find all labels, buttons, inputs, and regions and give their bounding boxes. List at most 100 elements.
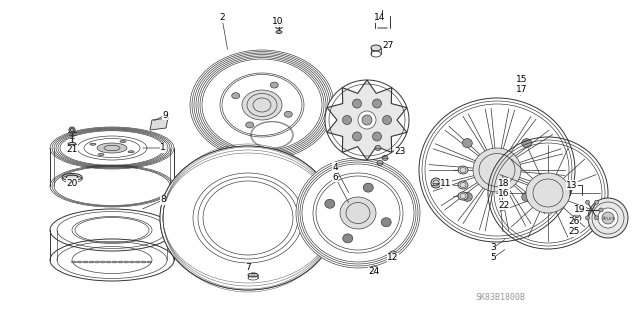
Circle shape [389, 251, 397, 259]
Text: 23: 23 [394, 147, 406, 157]
Text: 20: 20 [67, 179, 77, 188]
Ellipse shape [220, 73, 304, 137]
Text: 9: 9 [162, 110, 168, 120]
Circle shape [372, 99, 381, 108]
Text: 10: 10 [272, 18, 284, 26]
Ellipse shape [382, 155, 388, 160]
Ellipse shape [248, 273, 258, 277]
Circle shape [599, 208, 603, 212]
Ellipse shape [381, 218, 391, 227]
Ellipse shape [83, 261, 88, 263]
Text: 22: 22 [499, 201, 509, 210]
Circle shape [586, 216, 589, 220]
Ellipse shape [90, 143, 96, 145]
Ellipse shape [246, 122, 253, 128]
Text: 7: 7 [245, 263, 251, 272]
Ellipse shape [97, 143, 127, 153]
Ellipse shape [375, 145, 381, 151]
Ellipse shape [313, 173, 403, 253]
Text: 14: 14 [374, 13, 386, 23]
Ellipse shape [118, 261, 123, 263]
Ellipse shape [276, 31, 282, 33]
Ellipse shape [325, 80, 409, 160]
Text: 12: 12 [387, 254, 399, 263]
Text: 2: 2 [219, 13, 225, 23]
Ellipse shape [135, 261, 140, 263]
Ellipse shape [522, 139, 532, 148]
Ellipse shape [462, 192, 472, 201]
Circle shape [353, 99, 362, 108]
Text: 8: 8 [160, 196, 166, 204]
Ellipse shape [100, 261, 106, 263]
Ellipse shape [129, 261, 134, 263]
Ellipse shape [340, 197, 376, 229]
Ellipse shape [364, 183, 373, 192]
Ellipse shape [84, 138, 140, 158]
Ellipse shape [242, 90, 282, 120]
Text: 25: 25 [568, 227, 580, 236]
Text: 17: 17 [516, 85, 528, 94]
Text: 27: 27 [382, 41, 394, 49]
Text: 3: 3 [490, 243, 496, 253]
Ellipse shape [462, 139, 472, 148]
Ellipse shape [106, 261, 111, 263]
Ellipse shape [120, 140, 126, 143]
Text: 26: 26 [568, 218, 580, 226]
Text: 1: 1 [160, 144, 166, 152]
Text: 4: 4 [332, 162, 338, 172]
Ellipse shape [343, 234, 353, 243]
Ellipse shape [112, 261, 117, 263]
Text: 6: 6 [332, 173, 338, 182]
Circle shape [431, 178, 441, 188]
Circle shape [370, 266, 378, 274]
Circle shape [586, 200, 589, 204]
Polygon shape [150, 118, 168, 130]
Text: 11: 11 [440, 179, 452, 188]
Ellipse shape [98, 153, 104, 155]
Ellipse shape [190, 50, 334, 160]
Ellipse shape [77, 261, 83, 263]
Ellipse shape [128, 151, 134, 153]
Ellipse shape [50, 209, 174, 251]
Circle shape [383, 115, 392, 124]
Text: 24: 24 [369, 268, 380, 277]
Ellipse shape [458, 166, 468, 174]
Circle shape [595, 216, 598, 220]
Circle shape [275, 21, 283, 29]
Ellipse shape [325, 199, 335, 208]
Ellipse shape [473, 148, 521, 192]
Circle shape [602, 212, 614, 224]
Ellipse shape [419, 98, 575, 242]
Text: 5: 5 [490, 254, 496, 263]
Text: SK83B1800B: SK83B1800B [475, 293, 525, 302]
Ellipse shape [296, 158, 420, 268]
Text: Acura: Acura [601, 216, 615, 220]
Ellipse shape [270, 82, 278, 88]
Text: 19: 19 [574, 205, 586, 214]
Circle shape [372, 132, 381, 141]
Ellipse shape [458, 181, 468, 189]
Circle shape [342, 115, 351, 124]
Ellipse shape [458, 192, 468, 200]
Ellipse shape [62, 174, 82, 181]
Text: 18: 18 [499, 179, 509, 188]
Circle shape [598, 208, 618, 228]
Ellipse shape [72, 261, 77, 263]
Circle shape [353, 132, 362, 141]
Text: 16: 16 [499, 189, 509, 197]
Text: 13: 13 [566, 181, 578, 189]
Ellipse shape [50, 127, 174, 169]
Ellipse shape [371, 45, 381, 51]
Ellipse shape [232, 93, 240, 99]
Ellipse shape [284, 111, 292, 117]
Ellipse shape [89, 261, 94, 263]
Ellipse shape [522, 192, 532, 201]
Circle shape [358, 111, 376, 129]
Ellipse shape [488, 137, 608, 249]
Ellipse shape [77, 136, 147, 160]
Ellipse shape [95, 261, 100, 263]
Text: 21: 21 [67, 145, 77, 154]
Circle shape [588, 198, 628, 238]
Circle shape [595, 200, 598, 204]
Ellipse shape [147, 261, 152, 263]
